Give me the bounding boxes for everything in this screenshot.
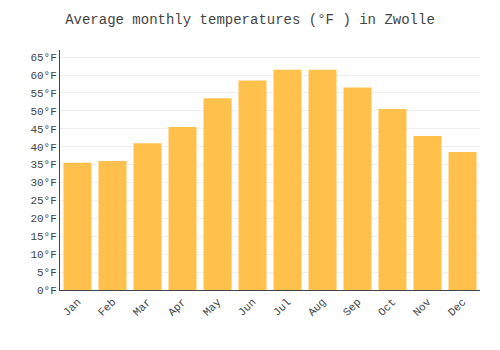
svg-text:Apr: Apr <box>166 296 188 318</box>
svg-text:20°F: 20°F <box>30 213 56 225</box>
svg-text:Sep: Sep <box>341 296 363 318</box>
svg-text:15°F: 15°F <box>30 231 56 243</box>
svg-text:10°F: 10°F <box>30 249 56 261</box>
svg-text:45°F: 45°F <box>30 124 56 136</box>
svg-text:5°F: 5°F <box>37 267 57 279</box>
svg-text:Aug: Aug <box>306 296 328 318</box>
svg-text:Jul: Jul <box>271 296 293 318</box>
svg-text:60°F: 60°F <box>30 70 56 82</box>
svg-text:50°F: 50°F <box>30 106 56 118</box>
svg-text:0°F: 0°F <box>37 285 57 297</box>
svg-text:Jan: Jan <box>61 296 83 318</box>
svg-text:Nov: Nov <box>411 296 434 319</box>
svg-text:Oct: Oct <box>376 296 398 318</box>
svg-text:65°F: 65°F <box>30 52 56 64</box>
svg-text:May: May <box>201 296 224 319</box>
svg-text:30°F: 30°F <box>30 177 56 189</box>
svg-text:25°F: 25°F <box>30 195 56 207</box>
svg-text:Average monthly temperatures (: Average monthly temperatures (°F ) in Zw… <box>65 12 435 28</box>
svg-text:40°F: 40°F <box>30 142 56 154</box>
svg-text:Jun: Jun <box>236 296 258 318</box>
svg-text:55°F: 55°F <box>30 88 56 100</box>
svg-text:Mar: Mar <box>131 296 153 318</box>
svg-text:35°F: 35°F <box>30 159 56 171</box>
svg-text:Feb: Feb <box>96 296 118 318</box>
svg-text:Dec: Dec <box>446 296 468 318</box>
